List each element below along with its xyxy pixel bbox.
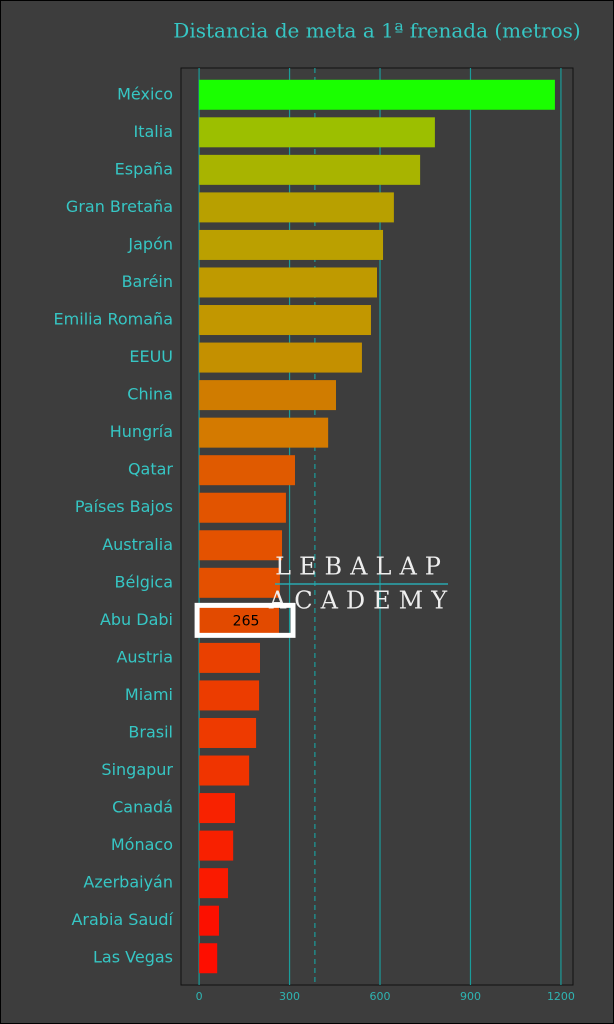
bar [199,943,218,974]
bar [199,605,279,636]
y-tick-label: Abu Dabi [100,610,173,629]
bar [199,192,394,223]
y-tick-label: Arabia Saudí [71,910,173,929]
y-tick-label: Singapur [101,760,173,779]
y-tick-label: Emilia Romaña [54,310,173,329]
x-tick-label: 0 [196,990,203,1003]
bar [199,229,384,260]
bar [199,154,421,185]
watermark-text: LEBALAP [275,553,449,581]
bar [199,680,260,711]
x-tick-label: 300 [279,990,300,1003]
y-tick-label: Brasil [128,722,173,741]
y-tick-label: Italia [134,122,174,141]
bar [199,117,435,148]
x-tick-label: 1200 [547,990,575,1003]
bar [199,830,234,861]
plot-frame [180,67,574,986]
bar [199,793,235,824]
y-tick-label: China [127,385,173,404]
bar [199,868,229,899]
highlight-box [194,602,296,638]
bar [199,530,283,561]
y-tick-label: Canadá [112,798,173,817]
x-tick-label: 600 [370,990,391,1003]
data-label: 265 [233,613,260,629]
y-tick-label: Hungría [110,422,173,441]
bar [199,642,261,673]
y-tick-label: Austria [116,647,173,666]
bar [199,455,295,486]
y-tick-label: Países Bajos [75,497,173,516]
y-tick-label: Mónaco [111,835,173,854]
y-tick-label: Azerbaiyán [83,873,173,892]
bar [199,417,329,448]
y-tick-label: Australia [102,535,173,554]
y-tick-label: Japón [127,234,173,253]
bar [199,305,371,336]
y-tick-label: EEUU [129,347,173,366]
y-tick-label: Bélgica [115,572,173,591]
y-tick-label: México [117,84,173,103]
y-tick-label: Baréin [122,272,173,291]
bar [199,79,555,110]
bar [199,717,257,748]
y-tick-label: Miami [125,685,173,704]
x-tick-label: 900 [460,990,481,1003]
bar [199,342,362,373]
chart-title: Distancia de meta a 1ª frenada (metros) [173,19,580,43]
bar [199,267,377,298]
y-tick-label: Las Vegas [93,948,173,967]
watermark-text: ACADEMY [268,587,455,615]
y-tick-label: España [115,159,173,178]
bar [199,492,286,523]
y-tick-label: Gran Bretaña [66,197,173,216]
bar [199,755,250,786]
bar [199,380,336,411]
y-tick-label: Qatar [128,460,173,479]
bar [199,905,219,936]
bar [199,567,280,598]
